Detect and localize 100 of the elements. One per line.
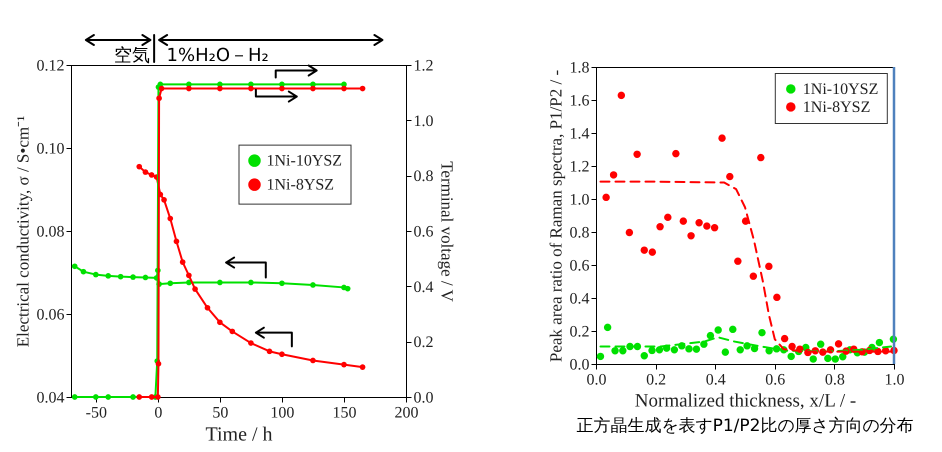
point [757,154,764,162]
point [664,214,672,222]
legend-label: 1Ni-8YSZ [266,176,334,194]
point [700,340,708,348]
y-tick-label: 1.4 [570,126,590,142]
x-tick-label: 0.8 [824,372,845,388]
point [758,328,766,336]
y-axis-title: Electrical conductivity, σ / S•cm⁻¹ [14,116,32,348]
y2-tick-label: 0.6 [414,224,434,240]
point [687,232,695,240]
x-tick-label: -50 [86,404,107,422]
point [604,324,612,332]
y-tick-label: 0.0 [570,356,590,374]
y-tick-label: 0.4 [570,290,590,308]
point [310,86,316,92]
point [167,280,174,286]
point [729,326,736,334]
point [279,351,285,358]
annotation: 1%H₂O－H₂ [166,45,269,66]
y-tick-label: 0.2 [570,324,590,340]
point [736,346,744,354]
x-tick-label: 1.0 [884,372,904,388]
point [685,345,693,353]
annotation: 空気 [114,45,150,66]
y-tick-label: 0.12 [36,58,64,74]
point [279,280,285,286]
point [692,345,700,353]
y2-tick-label: 1.2 [414,58,434,74]
text: 正方晶生成を表すP1/P2比の厚さ方向の分布 [576,416,914,436]
point [680,217,688,225]
legend-label: 1Ni-10YSZ [266,152,342,170]
point [142,274,148,280]
point [626,228,634,236]
y2-tick-label: 1.0 [414,112,434,130]
point [344,286,351,292]
point [72,263,78,270]
x-tick-label: 200 [394,404,418,422]
point [596,352,604,360]
point [148,394,154,400]
y-tick-label: 1.2 [570,158,590,176]
x-tick-label: 0 [154,404,162,422]
y-tick-label: 0.8 [570,224,590,242]
point [648,346,656,354]
point [156,360,162,367]
x-axis-title: Normalized thickness, x/L / - [634,390,856,412]
point [136,394,142,400]
y-tick-label: 1.8 [570,60,590,76]
y-tick-label: 1.0 [570,192,590,208]
point [167,216,174,222]
point [158,86,164,92]
point [136,164,142,170]
x-tick-label: 0.4 [706,372,726,388]
point [142,169,148,175]
legend-label: 1Ni-10YSZ [802,80,878,98]
y2-tick-label: 0.0 [414,390,434,406]
point [640,352,648,360]
point [672,150,680,158]
point [787,352,795,360]
point [832,355,839,363]
point [217,319,223,326]
point [92,394,99,400]
point [834,340,842,348]
point [656,223,664,230]
point [217,280,223,286]
point [619,347,627,354]
point [161,197,167,203]
y-tick-label: 0.04 [36,390,64,406]
y-tick-label: 0.06 [36,306,64,324]
point [130,394,136,400]
point [118,274,124,280]
point [248,86,254,92]
point [714,326,722,334]
point [310,358,316,364]
point [105,273,112,279]
point [92,272,99,278]
point [726,172,734,180]
point [186,86,192,92]
point [80,268,86,274]
point [148,172,154,178]
x-tick-label: 0.2 [646,372,666,388]
point [703,222,711,230]
point [710,224,718,232]
point [341,86,347,92]
point [266,348,272,354]
point [765,262,773,270]
x-axis-title: Time / h [205,424,273,446]
point [773,294,781,302]
point [204,304,210,311]
point [695,219,703,226]
x-tick-label: 150 [332,404,356,422]
point [734,258,742,265]
point [656,346,664,354]
point [780,334,788,342]
point [824,354,832,362]
x-tick-label: 50 [212,404,228,422]
point [217,86,223,92]
point [174,238,180,244]
point [706,332,714,340]
point [360,364,366,370]
point [229,328,236,334]
